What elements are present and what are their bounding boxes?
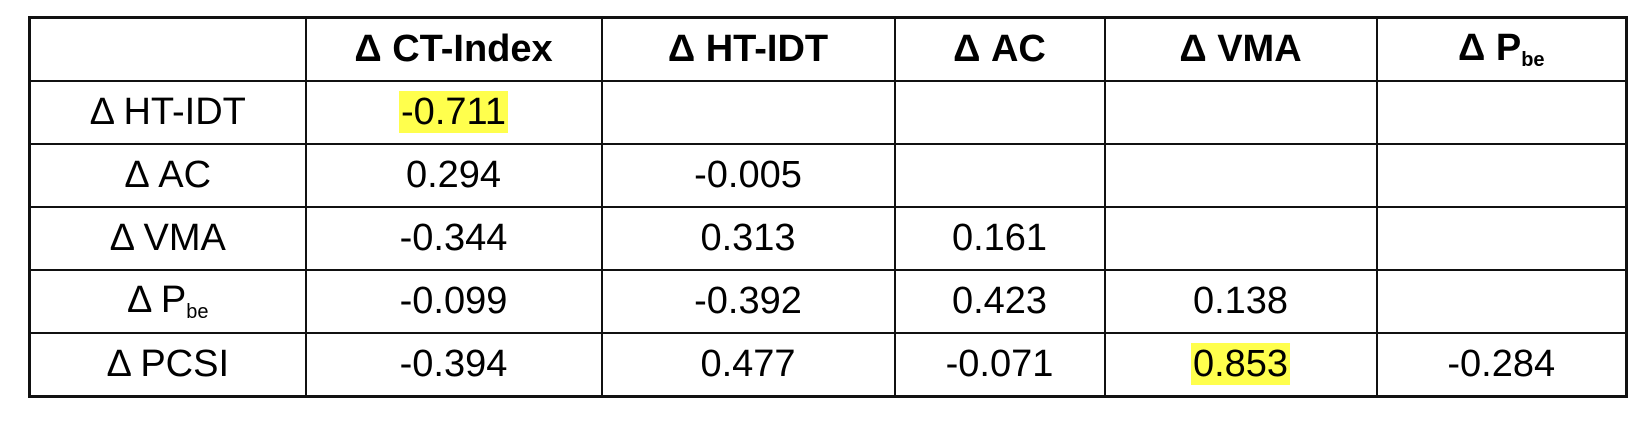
empty-cell <box>893 80 1106 145</box>
header-cell: Δ Pbe <box>1375 16 1628 82</box>
header-cell: Δ VMA <box>1103 16 1378 82</box>
cell: -0.099 <box>304 269 603 334</box>
row-label: Δ Pbe <box>28 269 307 334</box>
cell: 0.853 <box>1103 332 1378 398</box>
row: Δ HT-IDT -0.711 <box>28 80 1628 145</box>
cell: 0.294 <box>304 143 603 208</box>
empty-cell <box>600 80 896 145</box>
header-cell: Δ AC <box>893 16 1106 82</box>
empty-cell <box>1375 269 1628 334</box>
corner-cell <box>28 16 307 82</box>
cell: 0.423 <box>893 269 1106 334</box>
empty-cell <box>1375 80 1628 145</box>
header-row: Δ CT-Index Δ HT-IDT Δ AC Δ VMA Δ Pbe <box>28 16 1628 82</box>
empty-cell <box>1103 206 1378 271</box>
highlighted-value: -0.711 <box>399 91 508 133</box>
row-label-subscript: be <box>186 301 209 323</box>
cell: -0.071 <box>893 332 1106 398</box>
empty-cell <box>1103 80 1378 145</box>
correlation-table: Δ CT-Index Δ HT-IDT Δ AC Δ VMA Δ Pbe Δ H… <box>28 16 1628 398</box>
row-label-text: Δ P <box>127 279 187 321</box>
empty-cell <box>1375 206 1628 271</box>
row-label: Δ VMA <box>28 206 307 271</box>
cell: 0.161 <box>893 206 1106 271</box>
cell: 0.477 <box>600 332 896 398</box>
header-subscript: be <box>1521 49 1545 71</box>
cell: -0.711 <box>304 80 603 145</box>
cell: -0.005 <box>600 143 896 208</box>
cell: 0.138 <box>1103 269 1378 334</box>
cell: -0.394 <box>304 332 603 398</box>
row: Δ Pbe -0.099 -0.392 0.423 0.138 <box>28 269 1628 334</box>
row-label: Δ PCSI <box>28 332 307 398</box>
empty-cell <box>1375 143 1628 208</box>
row-label: Δ HT-IDT <box>28 80 307 145</box>
cell: -0.284 <box>1375 332 1628 398</box>
row-label: Δ AC <box>28 143 307 208</box>
empty-cell <box>1103 143 1378 208</box>
header-cell: Δ HT-IDT <box>600 16 896 82</box>
header-cell: Δ CT-Index <box>304 16 603 82</box>
cell: -0.344 <box>304 206 603 271</box>
highlighted-value: 0.853 <box>1190 343 1291 385</box>
row: Δ PCSI -0.394 0.477 -0.071 0.853 -0.284 <box>28 332 1628 398</box>
row: Δ AC 0.294 -0.005 <box>28 143 1628 208</box>
header-text: Δ P <box>1457 27 1522 69</box>
empty-cell <box>893 143 1106 208</box>
cell: -0.392 <box>600 269 896 334</box>
cell: 0.313 <box>600 206 896 271</box>
row: Δ VMA -0.344 0.313 0.161 <box>28 206 1628 271</box>
